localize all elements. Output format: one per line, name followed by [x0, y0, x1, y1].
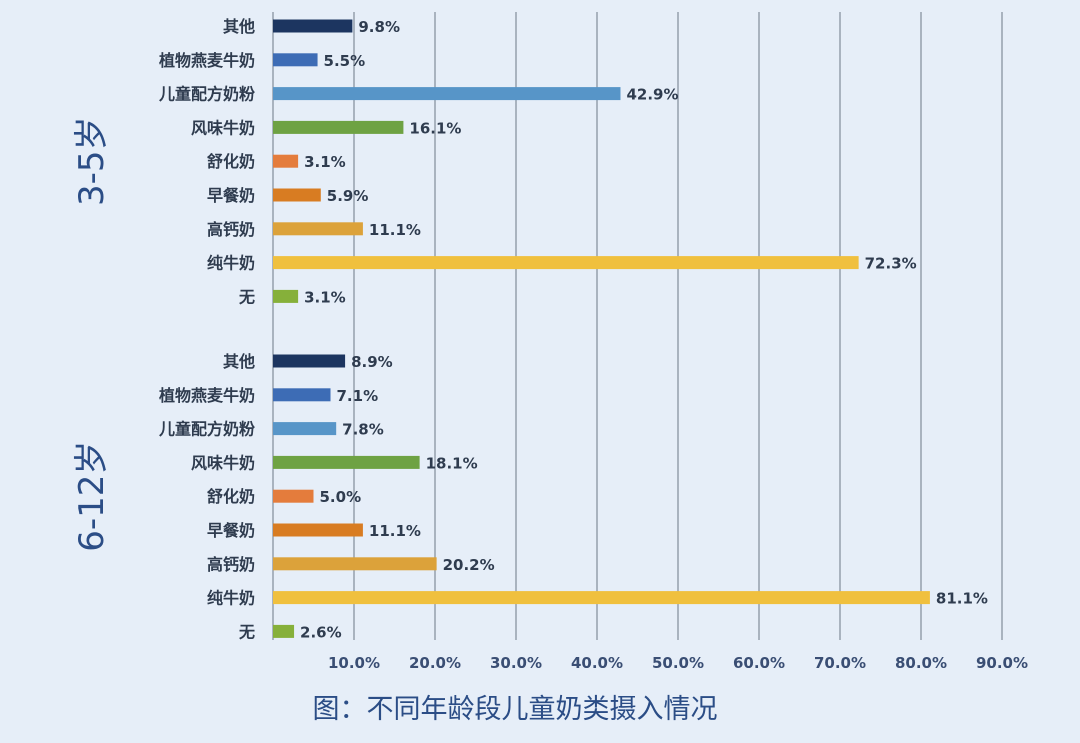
- value-label: 7.1%: [337, 387, 379, 405]
- chart-caption: 图：不同年龄段儿童奶类摄入情况: [313, 694, 718, 725]
- value-label: 16.1%: [409, 119, 461, 137]
- bar: [273, 455, 420, 469]
- category-label: 无: [238, 287, 255, 306]
- bar: [273, 154, 299, 168]
- category-label: 植物燕麦牛奶: [158, 51, 255, 70]
- group-label: 3-5岁: [72, 116, 112, 206]
- category-label: 儿童配方奶粉: [158, 85, 255, 104]
- category-label: 风味牛奶: [191, 453, 255, 472]
- category-label: 风味牛奶: [191, 118, 255, 137]
- bar: [273, 557, 437, 571]
- value-label: 20.2%: [443, 556, 495, 574]
- x-tick-label: 70.0%: [814, 654, 866, 672]
- category-label: 其他: [223, 352, 255, 371]
- category-label: 高钙奶: [207, 220, 255, 239]
- value-label: 3.1%: [304, 153, 346, 171]
- value-label: 2.6%: [300, 623, 342, 641]
- value-label: 42.9%: [626, 86, 678, 104]
- category-label: 其他: [223, 17, 255, 36]
- category-label: 早餐奶: [207, 186, 255, 205]
- group-label: 6-12岁: [72, 441, 112, 552]
- bar: [273, 289, 299, 303]
- bar: [273, 120, 404, 134]
- bar: [273, 591, 930, 605]
- category-label: 早餐奶: [207, 521, 255, 540]
- value-label: 11.1%: [369, 522, 421, 540]
- category-label: 纯牛奶: [207, 589, 255, 608]
- value-label: 8.9%: [351, 353, 393, 371]
- category-label: 舒化奶: [207, 487, 255, 506]
- value-label: 11.1%: [369, 221, 421, 239]
- grid-lines: [272, 12, 1003, 640]
- labels: 10.0% 20.0% 30.0% 40.0% 50.0% 60.0% 70.0% 80.0%…: [72, 17, 1028, 672]
- bar: [273, 354, 346, 368]
- bar: [273, 624, 295, 638]
- x-tick-label: 40.0%: [571, 654, 623, 672]
- bar: [273, 388, 331, 402]
- x-tick-label: 60.0%: [733, 654, 785, 672]
- x-tick-label: 90.0%: [976, 654, 1028, 672]
- category-label: 植物燕麦牛奶: [158, 386, 255, 405]
- value-label: 5.0%: [320, 488, 362, 506]
- bar: [273, 489, 314, 503]
- bar: [273, 523, 363, 537]
- x-tick-label: 30.0%: [490, 654, 542, 672]
- x-tick-label: 20.0%: [409, 654, 461, 672]
- bar: [273, 222, 363, 236]
- category-label: 高钙奶: [207, 555, 255, 574]
- bar: [273, 87, 621, 101]
- value-label: 7.8%: [342, 421, 384, 439]
- value-label: 5.5%: [324, 52, 366, 70]
- bar: [273, 188, 321, 202]
- bar: [273, 53, 318, 67]
- bar: [273, 256, 859, 270]
- x-tick-label: 10.0%: [328, 654, 380, 672]
- category-label: 纯牛奶: [207, 254, 255, 273]
- x-tick-label: 50.0%: [652, 654, 704, 672]
- value-label: 81.1%: [936, 590, 988, 608]
- bar: [273, 19, 353, 33]
- value-label: 18.1%: [426, 454, 478, 472]
- bar: [273, 422, 337, 436]
- x-tick-label: 80.0%: [895, 654, 947, 672]
- category-label: 儿童配方奶粉: [158, 420, 255, 439]
- value-label: 9.8%: [358, 18, 400, 36]
- category-label: 舒化奶: [207, 152, 255, 171]
- bars: [273, 19, 930, 638]
- value-label: 72.3%: [865, 255, 917, 273]
- value-label: 3.1%: [304, 288, 346, 306]
- category-label: 无: [238, 622, 255, 641]
- value-label: 5.9%: [327, 187, 369, 205]
